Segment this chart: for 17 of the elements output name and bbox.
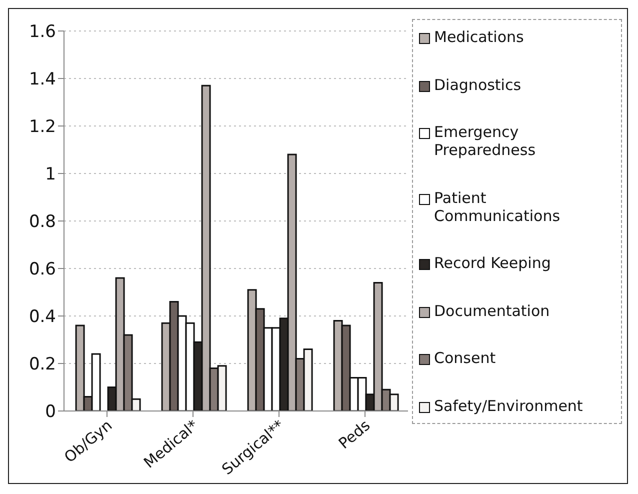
y-tick-label: 0.6 <box>28 260 56 280</box>
y-tick-label: 1.6 <box>28 22 56 42</box>
y-tick-label: 0 <box>45 402 56 422</box>
legend-label: Safety/Environment <box>434 396 584 415</box>
legend-label: Documentation <box>434 302 551 320</box>
y-tick-label: 0.2 <box>28 354 56 375</box>
y-tick-label: 1.2 <box>28 117 56 138</box>
legend-label: Emergency Preparedness <box>434 123 537 160</box>
legend-label: Record Keeping <box>434 254 552 272</box>
legend-label: Consent <box>434 349 497 368</box>
y-tick-label: 1 <box>45 164 56 185</box>
legend-label: Medications <box>434 28 525 46</box>
legend-label: Diagnostics <box>434 76 522 94</box>
legend-label: Patient Communications <box>434 188 562 225</box>
y-tick-label: 0.4 <box>28 307 56 328</box>
y-tick-label: 0.8 <box>28 212 56 232</box>
y-tick-label: 1.4 <box>28 70 56 90</box>
